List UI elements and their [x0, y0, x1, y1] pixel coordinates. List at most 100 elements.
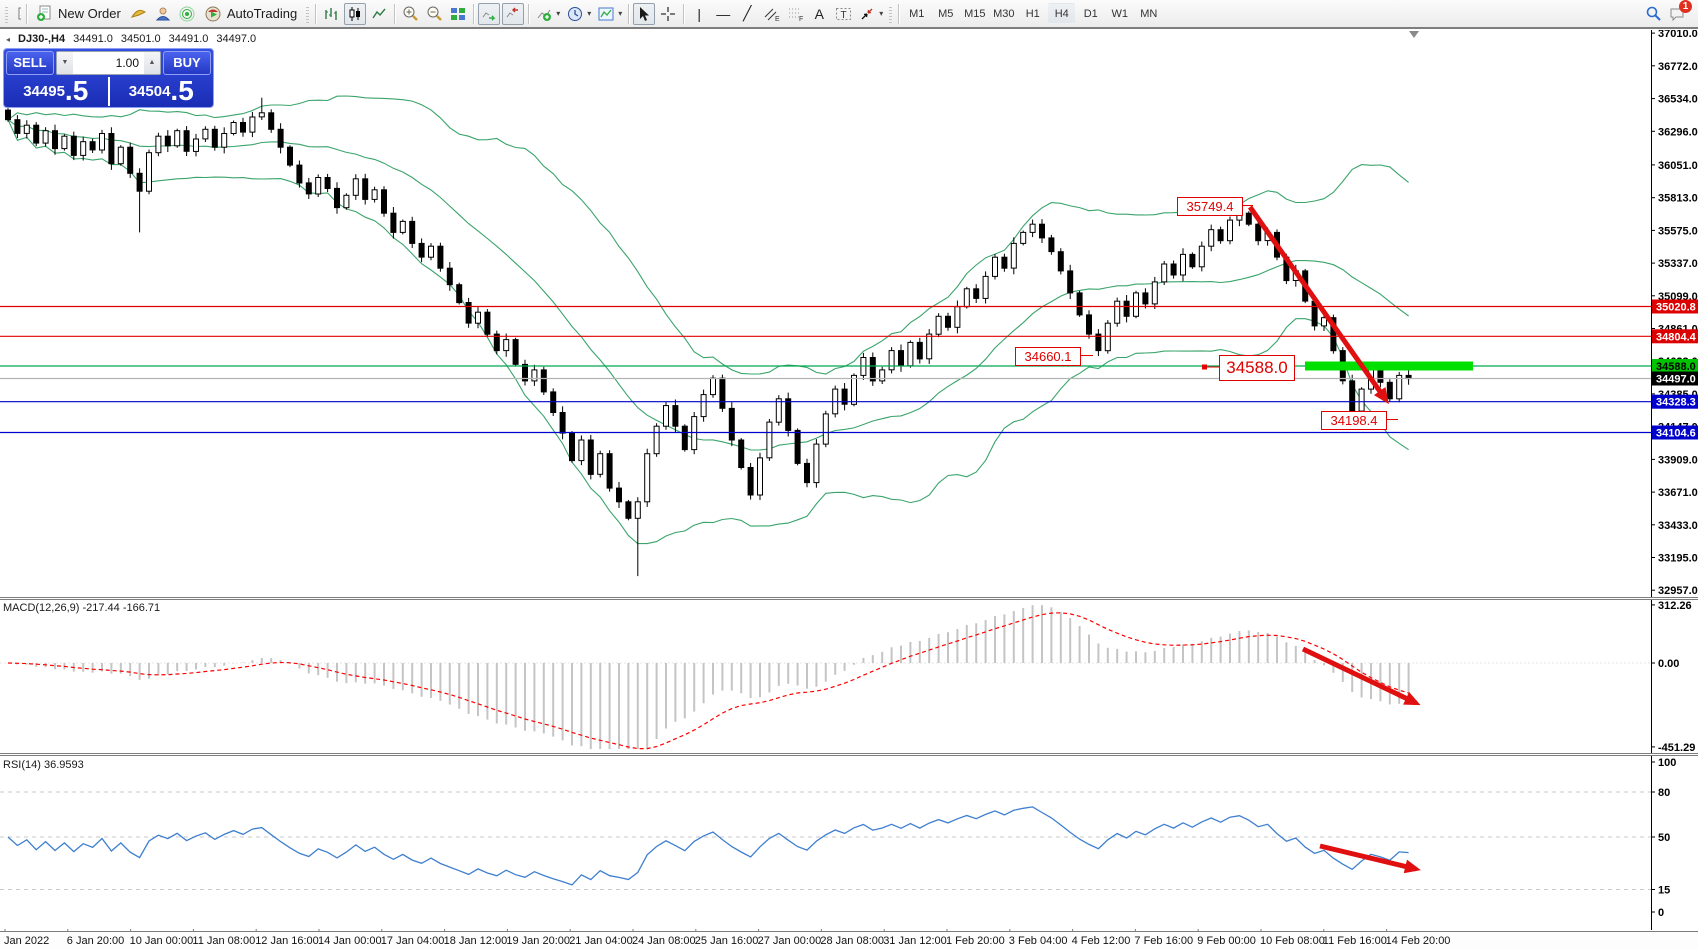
symbol-ohlc-bar: ◂ DJ30-,H4 34491.0 34501.0 34491.0 34497…: [6, 33, 256, 45]
timeframe-button-w1[interactable]: W1: [1111, 7, 1129, 20]
price-tick-label: 32957.0: [1658, 585, 1698, 597]
crosshair-icon[interactable]: [657, 3, 679, 25]
price-axis[interactable]: 37010.0 36772.0 36534.0 36296.0 36051.0 35813…: [4, 28, 1698, 934]
time-tick-label: 19 Jan 20:00: [506, 935, 571, 947]
horizontal-line-icon[interactable]: —: [716, 5, 731, 22]
downtrend-arrow[interactable]: [1247, 205, 1389, 405]
community-icon[interactable]: [152, 3, 174, 25]
timeframe-button-m30[interactable]: M30: [993, 7, 1015, 20]
objects-dropdown[interactable]: ▾: [879, 9, 884, 18]
timeframe-button-m15[interactable]: M15: [964, 7, 986, 20]
time-tick-label: 7 Feb 16:00: [1134, 935, 1194, 947]
time-tick-label: 28 Jan 08:00: [820, 935, 885, 947]
candlestick-chart-icon[interactable]: [344, 2, 367, 25]
price-annotation[interactable]: 35749.4: [1177, 197, 1243, 216]
macd-splitter[interactable]: [0, 597, 1698, 600]
auto-scroll-icon[interactable]: [478, 2, 501, 25]
support-zone-rectangle[interactable]: [1305, 361, 1473, 371]
timeframe-button-m5[interactable]: M5: [938, 7, 954, 20]
rsi-splitter[interactable]: [0, 753, 1698, 756]
price-annotation[interactable]: 34588.0: [1219, 355, 1295, 381]
symbol-period: DJ30-,H4: [18, 33, 66, 45]
time-tick-label: 25 Jan 16:00: [694, 935, 759, 947]
arrow-objects-icon[interactable]: [856, 3, 878, 25]
time-tick-label: 9 Feb 00:00: [1197, 935, 1256, 947]
time-tick-label: 11 Jan 08:00: [192, 935, 256, 947]
price-divider: [107, 77, 110, 106]
buy-price[interactable]: 34504 .5: [128, 75, 194, 106]
price-tag: 34588.0: [1652, 359, 1698, 373]
bb-middle: [7, 119, 1409, 451]
bar-chart-icon[interactable]: [320, 3, 342, 25]
buy-button[interactable]: BUY: [163, 50, 211, 75]
zoom-out-icon[interactable]: [423, 3, 445, 25]
price-tag: 34104.6: [1652, 425, 1698, 440]
one-click-trade-panel: SELL ▼ 1.00 ▲ BUY 34495 .5 34504 .5: [3, 48, 214, 108]
ohlc-high: 34501.0: [120, 33, 161, 45]
fibonacci-icon[interactable]: F: [784, 3, 806, 25]
periods-icon[interactable]: [564, 3, 586, 25]
timeframe-button-mn[interactable]: MN: [1140, 7, 1158, 20]
time-tick-label: 11 Feb 16:00: [1322, 935, 1387, 947]
chart-shift-marker[interactable]: [1409, 31, 1419, 38]
sell-price[interactable]: 34495 .5: [23, 75, 89, 106]
text-label-icon[interactable]: T: [832, 3, 854, 25]
deposit-icon[interactable]: [128, 3, 150, 25]
templates-dropdown[interactable]: ▾: [618, 9, 623, 18]
svg-text:35020.8: 35020.8: [1656, 302, 1696, 314]
timeframe-button-m1[interactable]: M1: [909, 7, 925, 20]
chart-shift-icon[interactable]: [502, 2, 525, 25]
timeframe-button-h4[interactable]: H4: [1048, 3, 1076, 24]
timeframe-button-d1[interactable]: D1: [1083, 7, 1098, 20]
price-tag: 34804.4: [1652, 329, 1698, 344]
indicators-dropdown[interactable]: ▾: [556, 9, 561, 18]
signals-icon[interactable]: [176, 3, 198, 25]
volume-input[interactable]: 1.00: [115, 55, 139, 70]
time-tick-label: 31 Jan 12:00: [883, 935, 947, 947]
macd-scale-label: 312.26: [1658, 600, 1692, 612]
templates-icon[interactable]: [595, 3, 617, 25]
autotrading-button[interactable]: AutoTrading: [199, 2, 303, 26]
new-chart-icon[interactable]: [12, 3, 22, 25]
volume-down-button[interactable]: ▼: [57, 51, 73, 74]
macd-scale-label: -451.29: [1658, 742, 1695, 754]
toolbar-grip[interactable]: [5, 4, 8, 23]
search-icon[interactable]: [1642, 3, 1664, 25]
volume-spinner: ▼ 1.00 ▲: [56, 50, 161, 75]
price-annotation[interactable]: 34198.4: [1321, 411, 1387, 430]
macd-arrow[interactable]: [1301, 646, 1421, 706]
periods-dropdown[interactable]: ▾: [587, 9, 592, 18]
indicators-icon[interactable]: [533, 3, 555, 25]
rsi-arrow[interactable]: [1319, 843, 1421, 874]
volume-up-button[interactable]: ▲: [144, 51, 160, 74]
time-tick-label: 1 Feb 20:00: [946, 935, 1005, 947]
new-order-button[interactable]: New Order: [30, 2, 127, 26]
trendline-icon[interactable]: ╱: [743, 5, 752, 21]
zoom-in-icon[interactable]: [399, 3, 421, 25]
notifications-icon[interactable]: 1: [1666, 0, 1692, 25]
vertical-line-icon[interactable]: |: [697, 5, 702, 22]
price-tick-label: 36296.0: [1658, 126, 1698, 138]
macd-pane[interactable]: [0, 605, 1651, 750]
macd-signal-line: [7, 612, 1409, 750]
tile-windows-icon[interactable]: [447, 3, 469, 25]
time-axis[interactable]: Jan 2022 6 Jan 20:00 10 Jan 00:00 11 Jan 08…: [0, 931, 1698, 949]
price-tick-label: 36772.0: [1658, 61, 1698, 73]
price-tick-label: 33671.0: [1658, 487, 1698, 499]
time-tick-label: 4 Feb 12:00: [1071, 935, 1131, 947]
rsi-scale-label: 80: [1658, 787, 1670, 799]
line-chart-icon[interactable]: [368, 3, 390, 25]
price-annotation[interactable]: 34660.1: [1015, 347, 1081, 366]
ohlc-close: 34497.0: [216, 33, 257, 45]
price-tag: 35020.8: [1652, 299, 1698, 314]
text-icon[interactable]: A: [814, 5, 824, 22]
new-order-icon: [37, 5, 51, 21]
sell-button[interactable]: SELL: [6, 50, 54, 75]
rsi-pane[interactable]: [0, 791, 1651, 890]
timeframe-button-h1[interactable]: H1: [1025, 7, 1040, 20]
equidistant-channel-icon[interactable]: E: [760, 3, 782, 25]
cursor-icon[interactable]: [633, 2, 656, 25]
price-tick-label: 33909.0: [1658, 454, 1698, 466]
main-price-pane[interactable]: [0, 31, 1651, 577]
